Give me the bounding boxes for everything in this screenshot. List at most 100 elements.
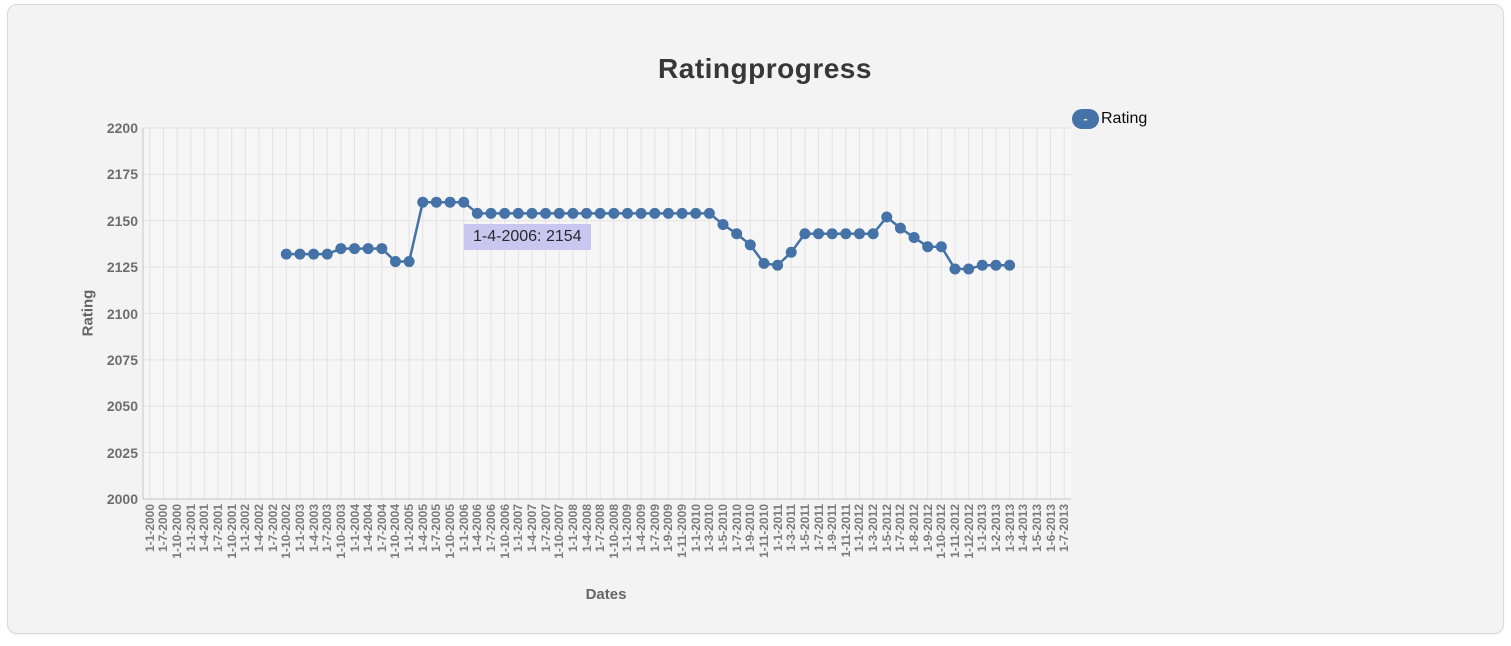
- data-point[interactable]: [594, 207, 606, 219]
- x-tick-label: 1-5-2013: [1029, 504, 1044, 553]
- x-tick-label: 1-10-2006: [497, 504, 512, 559]
- data-point[interactable]: [717, 218, 729, 230]
- data-point[interactable]: [976, 259, 988, 271]
- data-point[interactable]: [922, 241, 934, 253]
- x-tick-label: 1-5-2011: [797, 504, 812, 552]
- data-point[interactable]: [526, 207, 538, 219]
- x-tick-label: 1-10-2002: [279, 504, 294, 559]
- data-point[interactable]: [935, 241, 947, 253]
- y-tick-label: 2150: [106, 212, 138, 229]
- tooltip: 1-4-2006: 2154: [464, 224, 591, 250]
- data-point[interactable]: [458, 196, 470, 208]
- y-tick-label: 2125: [106, 259, 138, 276]
- data-point[interactable]: [908, 231, 920, 243]
- data-point[interactable]: [813, 228, 825, 240]
- x-tick-label: 1-11-2009: [675, 504, 690, 559]
- legend-item-rating[interactable]: - Rating: [1072, 109, 1147, 129]
- data-point[interactable]: [826, 228, 838, 240]
- data-point[interactable]: [963, 263, 975, 275]
- data-point[interactable]: [758, 257, 770, 269]
- x-tick-label: 1-7-2010: [729, 504, 744, 553]
- data-point[interactable]: [690, 207, 702, 219]
- x-tick-label: 1-3-2011: [784, 504, 799, 552]
- x-tick-label: 1-7-2009: [647, 504, 662, 553]
- data-point[interactable]: [403, 256, 415, 268]
- data-point[interactable]: [744, 239, 756, 251]
- data-point[interactable]: [567, 207, 579, 219]
- data-point[interactable]: [444, 196, 456, 208]
- data-point[interactable]: [485, 207, 497, 219]
- data-point[interactable]: [949, 263, 961, 275]
- x-tick-label: 1-9-2009: [661, 504, 676, 553]
- x-tick-label: 1-10-2001: [224, 504, 239, 559]
- y-tick-label: 2100: [106, 305, 138, 322]
- y-tick-label: 2200: [106, 120, 138, 136]
- data-point[interactable]: [676, 207, 688, 219]
- x-tick-label: 1-10-2003: [333, 504, 348, 559]
- data-point[interactable]: [731, 228, 743, 240]
- x-tick-label: 1-9-2010: [743, 504, 758, 553]
- data-point[interactable]: [867, 228, 879, 240]
- data-point[interactable]: [662, 207, 674, 219]
- y-tick-label: 2050: [106, 398, 138, 415]
- x-tick-label: 1-12-2012: [961, 504, 976, 559]
- x-tick-label: 1-7-2003: [320, 504, 335, 553]
- x-tick-label: 1-1-2008: [565, 504, 580, 553]
- data-point[interactable]: [1004, 259, 1016, 271]
- data-point[interactable]: [581, 207, 593, 219]
- data-point[interactable]: [512, 207, 524, 219]
- data-point[interactable]: [376, 243, 388, 255]
- data-point[interactable]: [785, 246, 797, 258]
- x-tick-label: 1-11-2011: [838, 504, 853, 558]
- x-tick-label: 1-10-2008: [606, 504, 621, 559]
- data-point[interactable]: [308, 248, 320, 260]
- x-tick-label: 1-6-2013: [1043, 504, 1058, 553]
- data-point[interactable]: [540, 207, 552, 219]
- x-tick-label: 1-1-2006: [456, 504, 471, 553]
- x-tick-label: 1-4-2004: [361, 504, 376, 553]
- x-tick-label: 1-7-2012: [893, 504, 908, 553]
- data-point[interactable]: [362, 243, 374, 255]
- x-tick-label: 1-9-2012: [920, 504, 935, 553]
- x-tick-label: 1-4-2005: [415, 504, 430, 553]
- data-point[interactable]: [990, 259, 1002, 271]
- x-tick-label: 1-10-2007: [552, 504, 567, 559]
- x-tick-label: 1-1-2002: [238, 504, 253, 553]
- chart-canvas[interactable]: [8, 5, 1511, 646]
- data-point[interactable]: [471, 207, 483, 219]
- data-point[interactable]: [349, 243, 361, 255]
- x-tick-label: 1-7-2000: [156, 504, 171, 553]
- data-point[interactable]: [553, 207, 565, 219]
- x-tick-label: 1-4-2001: [197, 504, 212, 553]
- x-axis-title: Dates: [585, 586, 627, 603]
- x-tick-label: 1-10-2012: [934, 504, 949, 559]
- data-point[interactable]: [894, 222, 906, 234]
- data-point[interactable]: [703, 207, 715, 219]
- x-tick-label: 1-7-2011: [811, 504, 826, 552]
- data-point[interactable]: [621, 207, 633, 219]
- x-tick-label: 1-2-2013: [988, 504, 1003, 553]
- x-tick-label: 1-4-2003: [306, 504, 321, 553]
- x-tick-label: 1-1-2001: [183, 504, 198, 553]
- data-point[interactable]: [853, 228, 865, 240]
- data-point[interactable]: [294, 248, 306, 260]
- data-point[interactable]: [649, 207, 661, 219]
- data-point[interactable]: [430, 196, 442, 208]
- x-tick-label: 1-7-2013: [1057, 504, 1072, 553]
- data-point[interactable]: [772, 259, 784, 271]
- data-point[interactable]: [635, 207, 647, 219]
- data-point[interactable]: [335, 243, 347, 255]
- data-point[interactable]: [499, 207, 511, 219]
- x-tick-label: 1-7-2007: [538, 504, 553, 553]
- data-point[interactable]: [608, 207, 620, 219]
- x-tick-label: 1-1-2012: [852, 504, 867, 553]
- x-tick-label: 1-1-2013: [975, 504, 990, 553]
- data-point[interactable]: [417, 196, 429, 208]
- data-point[interactable]: [881, 211, 893, 223]
- data-point[interactable]: [280, 248, 292, 260]
- data-point[interactable]: [799, 228, 811, 240]
- data-point[interactable]: [389, 256, 401, 268]
- chart-card: Ratingprogress - Rating 2000 2025 2050 2075…: [7, 4, 1504, 634]
- data-point[interactable]: [321, 248, 333, 260]
- data-point[interactable]: [840, 228, 852, 240]
